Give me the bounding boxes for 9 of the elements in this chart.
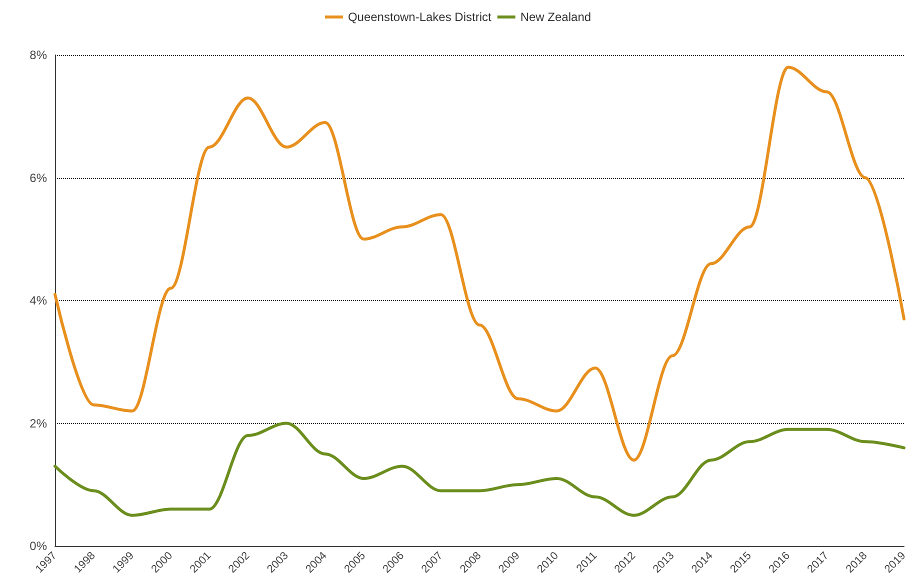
line-series xyxy=(54,422,906,517)
y-tick-label: 6% xyxy=(30,170,48,185)
legend-label: New Zealand xyxy=(520,10,592,24)
y-tick-label: 8% xyxy=(30,48,48,62)
y-tick-label: 4% xyxy=(30,294,48,308)
line-series xyxy=(54,66,906,462)
y-tick-label: 2% xyxy=(30,416,48,430)
legend-label: Queenstown-Lakes District xyxy=(348,10,492,24)
y-tick-label: 0% xyxy=(30,539,48,553)
